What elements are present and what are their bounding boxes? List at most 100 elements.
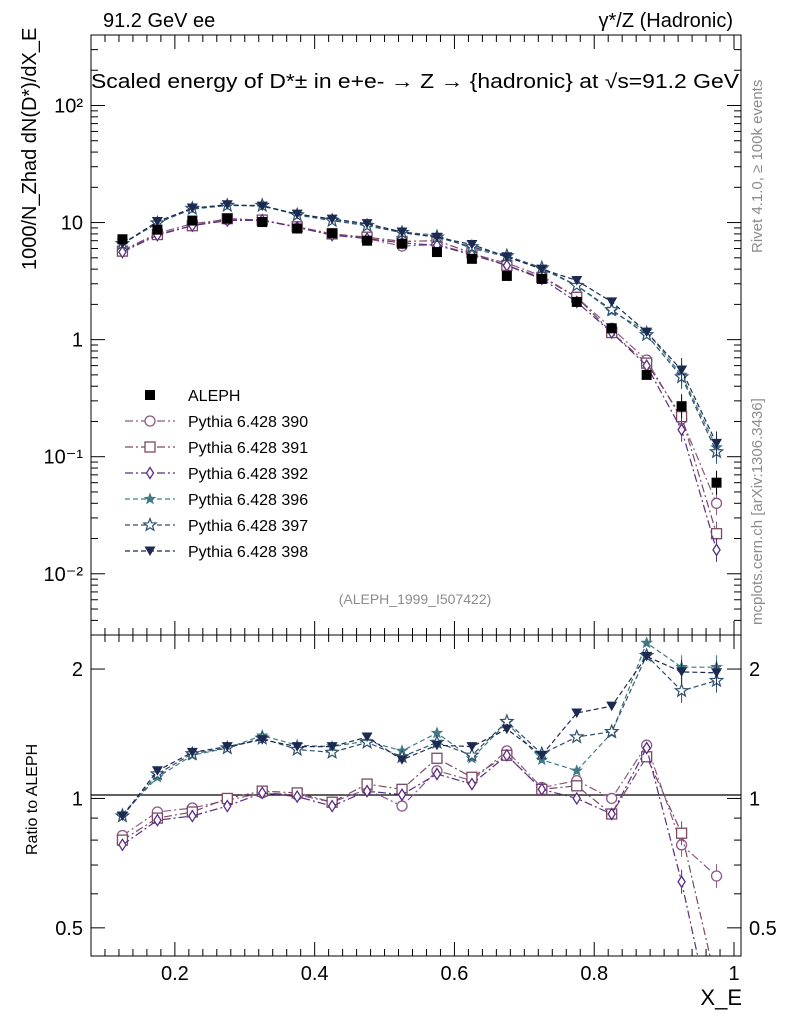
- ratio-series-line: [122, 655, 717, 817]
- ratio-data-point: [571, 708, 583, 719]
- ratio-series-line: [122, 654, 717, 817]
- legend-label: Pythia 6.428 398: [188, 544, 308, 561]
- data-point: [152, 224, 163, 235]
- data-point: [571, 275, 583, 286]
- ratio-data-point: [536, 750, 548, 761]
- series-line: [122, 218, 718, 504]
- ratio-data-point: [327, 799, 337, 813]
- ratio-y-tick-label-right: 1: [749, 788, 760, 810]
- ratio-data-point: [223, 799, 232, 813]
- data-point: [326, 214, 338, 225]
- ratio-data-point: [396, 755, 408, 765]
- ratio-data-point: [673, 682, 690, 698]
- ratio-series-line: [122, 743, 717, 877]
- series-p398: [116, 200, 723, 456]
- ratio-y-axis-label: Ratio to ALEPH: [24, 744, 41, 855]
- y-tick-label: 10⁻¹: [44, 447, 84, 469]
- legend-label: Pythia 6.428 392: [188, 466, 308, 483]
- ratio-data-point: [256, 735, 268, 745]
- ratio-data-point: [118, 838, 127, 852]
- y-axis-label: 1000/N_Zhad dN(D*)/dX_E: [19, 28, 41, 270]
- legend-item-p_data: ALEPH: [145, 388, 240, 405]
- legend-marker: [144, 415, 156, 427]
- ratio-data-point: [292, 789, 302, 804]
- data-point: [117, 234, 128, 245]
- x-tick-label: 0.6: [441, 963, 469, 985]
- ratio-y-tick-label-right: 2: [749, 659, 760, 681]
- ratio-data-point: [642, 741, 651, 755]
- data-point: [397, 238, 408, 249]
- rivet-label: Rivet 4.1.0, ≥ 100k events: [749, 80, 766, 253]
- data-point: [431, 232, 443, 243]
- data-point: [186, 203, 198, 214]
- y-tick-label: 10⁻²: [44, 564, 84, 586]
- ratio-data-point: [502, 748, 512, 763]
- ratio-data-point: [151, 766, 163, 776]
- x-tick-label: 1: [728, 963, 739, 985]
- ratio-data-point: [431, 752, 443, 764]
- legend-item-p397: Pythia 6.428 397: [125, 516, 308, 535]
- ratio-data-point: [466, 742, 478, 752]
- data-point: [536, 273, 547, 284]
- data-point: [256, 201, 268, 212]
- data-point: [677, 423, 686, 437]
- ratio-data-point: [675, 827, 688, 839]
- ratio-data-point: [291, 742, 303, 752]
- legend: ALEPH Pythia 6.428 390 Pythia 6.428 391 Pyt…: [125, 388, 308, 561]
- y-tick-label: 10: [61, 213, 83, 235]
- ratio-data-point: [431, 740, 443, 751]
- ratio-series-p396: [116, 636, 723, 820]
- ratio-data-point: [432, 767, 442, 781]
- ratio-data-point: [464, 747, 480, 762]
- data-point: [292, 223, 303, 234]
- ratio-data-point: [537, 782, 547, 797]
- ratio-data-point: [467, 777, 477, 791]
- ratio-data-point: [499, 713, 515, 729]
- data-point: [641, 327, 653, 338]
- ratio-data-point: [710, 870, 723, 882]
- ratio-data-point: [221, 742, 233, 752]
- ratio-data-point: [603, 723, 620, 739]
- analysis-id: (ALEPH_1999_I507422): [339, 591, 492, 607]
- axis-ticks: 10⁻² 10⁻¹ 1 10 10² 0.2 0.4 0.6 0.8 1 0.5 0.5 1 1 2 2: [44, 34, 777, 985]
- series-line: [122, 217, 718, 534]
- data-point: [606, 323, 617, 334]
- data-point: [396, 227, 408, 238]
- ratio-data-point: [711, 668, 723, 678]
- data-point: [466, 239, 478, 250]
- data-point: [362, 235, 373, 246]
- ratio-data-point: [640, 636, 653, 649]
- ratio-data-point: [501, 724, 513, 735]
- ratio-series-line: [122, 754, 711, 956]
- ratio-series-p390: [116, 739, 723, 889]
- ratio-data-point: [362, 784, 372, 798]
- series-line: [122, 204, 718, 444]
- data-point: [361, 219, 373, 229]
- legend-label: Pythia 6.428 397: [188, 518, 308, 535]
- ratio-data-point: [677, 875, 686, 889]
- data-point: [466, 253, 477, 264]
- legend-marker: [145, 466, 155, 480]
- series-line: [122, 204, 718, 448]
- ratio-series-p391: [116, 749, 711, 956]
- legend-label: Pythia 6.428 391: [188, 440, 308, 457]
- ratio-data-point: [188, 809, 197, 823]
- data-point: [291, 209, 303, 220]
- legend-marker: [143, 492, 157, 505]
- series-p_data: [117, 213, 722, 495]
- data-point: [257, 217, 268, 228]
- x-tick-label: 0.2: [161, 963, 189, 985]
- ratio-data-point: [607, 807, 616, 821]
- ratio-data-point: [606, 792, 618, 805]
- ratio-data-point: [568, 728, 585, 744]
- ratio-data-point: [572, 791, 582, 806]
- data-point: [676, 401, 687, 412]
- data-point: [222, 213, 233, 224]
- legend-item-p391: Pythia 6.428 391: [125, 440, 308, 457]
- legend-marker: [144, 441, 156, 453]
- plot-title: Scaled energy of D*± in e+e- → Z → {hadr…: [91, 71, 740, 93]
- legend-item-p390: Pythia 6.428 390: [125, 414, 308, 431]
- ratio-data-point: [324, 744, 340, 759]
- legend-marker: [145, 390, 155, 400]
- ratio-series-group: [114, 636, 725, 956]
